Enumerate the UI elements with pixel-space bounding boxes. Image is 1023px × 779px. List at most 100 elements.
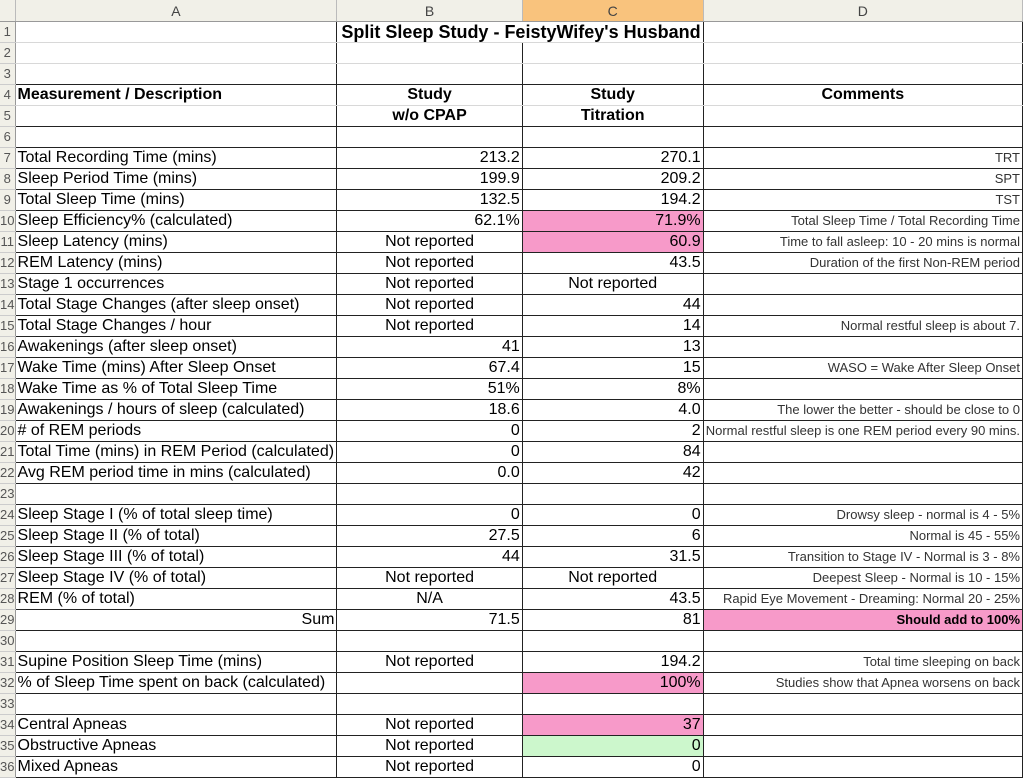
cell-b-without-cpap[interactable] <box>336 42 523 64</box>
cell-a-measurement[interactable]: REM Latency (mins) <box>15 252 338 274</box>
cell-c-titration[interactable] <box>522 483 704 505</box>
cell-d-comment[interactable] <box>703 273 1023 295</box>
cell-a-measurement[interactable] <box>15 693 338 715</box>
cell-d-comment[interactable]: Normal restful sleep is about 7. <box>703 315 1023 337</box>
cell-a-measurement[interactable]: Sleep Stage IV (% of total) <box>15 567 338 589</box>
row-header[interactable]: 19 <box>0 399 16 421</box>
row-header[interactable]: 11 <box>0 231 16 253</box>
cell-a-measurement[interactable]: Sleep Latency (mins) <box>15 231 338 253</box>
cell-b-without-cpap[interactable]: 0.0 <box>336 462 523 484</box>
cell-b-without-cpap[interactable]: Not reported <box>336 651 523 673</box>
cell-a-measurement[interactable]: Central Apneas <box>15 714 338 736</box>
cell-d-comment[interactable] <box>703 42 1023 64</box>
cell-a-measurement[interactable] <box>15 126 338 148</box>
cell-b-without-cpap[interactable] <box>336 672 523 694</box>
cell-a-measurement[interactable]: Stage 1 occurrences <box>15 273 338 295</box>
cell-c-titration[interactable]: 14 <box>522 315 704 337</box>
cell-a-measurement[interactable]: Sleep Efficiency% (calculated) <box>15 210 338 232</box>
cell-d-comment[interactable] <box>703 294 1023 316</box>
cell-b-without-cpap[interactable]: Not reported <box>336 273 523 295</box>
cell-c-titration[interactable]: 13 <box>522 336 704 358</box>
row-header[interactable]: 17 <box>0 357 16 379</box>
cell-b-without-cpap[interactable]: Not reported <box>336 567 523 589</box>
row-header[interactable]: 1 <box>0 21 16 43</box>
row-header[interactable]: 5 <box>0 105 16 127</box>
cell-c-titration[interactable]: 100% <box>522 672 704 694</box>
cell-b-without-cpap[interactable]: Not reported <box>336 231 523 253</box>
cell-c-titration[interactable]: 43.5 <box>522 252 704 274</box>
cell-d-comment[interactable]: Transition to Stage IV - Normal is 3 - 8… <box>703 546 1023 568</box>
cell-d-comment[interactable]: Rapid Eye Movement - Dreaming: Normal 20… <box>703 588 1023 610</box>
cell-a-measurement[interactable]: Awakenings (after sleep onset) <box>15 336 338 358</box>
cell-b-without-cpap[interactable]: 0 <box>336 420 523 442</box>
cell-b-without-cpap[interactable]: Not reported <box>336 756 523 778</box>
row-header[interactable]: 32 <box>0 672 16 694</box>
cell-a-measurement[interactable]: Total Recording Time (mins) <box>15 147 338 169</box>
cell-a-measurement[interactable] <box>15 63 338 85</box>
row-header[interactable]: 24 <box>0 504 16 526</box>
column-header-c[interactable]: C <box>522 0 704 22</box>
cell-a-measurement[interactable]: # of REM periods <box>15 420 338 442</box>
select-all-corner[interactable] <box>0 0 16 22</box>
cell-d-comment[interactable] <box>703 756 1023 778</box>
cell-d-comment[interactable] <box>703 630 1023 652</box>
cell-d-comment[interactable]: Deepest Sleep - Normal is 10 - 15% <box>703 567 1023 589</box>
cell-d-comment[interactable] <box>703 735 1023 757</box>
cell-b-without-cpap[interactable]: N/A <box>336 588 523 610</box>
cell-d-comment[interactable]: Studies show that Apnea worsens on back <box>703 672 1023 694</box>
row-header[interactable]: 4 <box>0 84 16 106</box>
row-header[interactable]: 15 <box>0 315 16 337</box>
cell-a-measurement[interactable]: Wake Time as % of Total Sleep Time <box>15 378 338 400</box>
cell-c-titration[interactable]: 37 <box>522 714 704 736</box>
cell-a-measurement[interactable]: Obstructive Apneas <box>15 735 338 757</box>
row-header[interactable]: 31 <box>0 651 16 673</box>
cell-b-without-cpap[interactable]: 0 <box>336 441 523 463</box>
cell-b-without-cpap[interactable]: 44 <box>336 546 523 568</box>
column-header-d[interactable]: D <box>703 0 1023 22</box>
row-header[interactable]: 25 <box>0 525 16 547</box>
sheet-title[interactable]: Split Sleep Study - FeistyWifey's Husban… <box>336 21 704 43</box>
cell-b-without-cpap[interactable]: Not reported <box>336 735 523 757</box>
cell-d-comment[interactable]: WASO = Wake After Sleep Onset <box>703 357 1023 379</box>
cell-d-comment[interactable] <box>703 462 1023 484</box>
cell-a-measurement[interactable]: Total Stage Changes (after sleep onset) <box>15 294 338 316</box>
row-header[interactable]: 36 <box>0 756 16 778</box>
cell-b-without-cpap[interactable]: Study <box>336 84 523 106</box>
cell-c-titration[interactable]: 0 <box>522 756 704 778</box>
row-header[interactable]: 20 <box>0 420 16 442</box>
row-header[interactable]: 21 <box>0 441 16 463</box>
cell-b-without-cpap[interactable]: 71.5 <box>336 609 523 631</box>
cell-c-titration[interactable]: 4.0 <box>522 399 704 421</box>
cell-b-without-cpap[interactable]: 51% <box>336 378 523 400</box>
row-header[interactable]: 30 <box>0 630 16 652</box>
cell-b-without-cpap[interactable] <box>336 126 523 148</box>
cell-c-titration[interactable]: 44 <box>522 294 704 316</box>
cell-c-titration[interactable]: 42 <box>522 462 704 484</box>
cell-c-titration[interactable] <box>522 630 704 652</box>
cell-a-measurement[interactable] <box>15 21 338 43</box>
cell-c-titration[interactable] <box>522 42 704 64</box>
cell-d-comment[interactable] <box>703 714 1023 736</box>
cell-b-without-cpap[interactable]: 41 <box>336 336 523 358</box>
cell-a-measurement[interactable]: REM (% of total) <box>15 588 338 610</box>
cell-d-comment[interactable] <box>703 63 1023 85</box>
cell-d-comment[interactable]: Total Sleep Time / Total Recording Time <box>703 210 1023 232</box>
row-header[interactable]: 3 <box>0 63 16 85</box>
cell-d-comment[interactable]: Drowsy sleep - normal is 4 - 5% <box>703 504 1023 526</box>
cell-a-measurement[interactable]: Wake Time (mins) After Sleep Onset <box>15 357 338 379</box>
cell-d-comment[interactable] <box>703 126 1023 148</box>
cell-a-measurement[interactable]: Sleep Period Time (mins) <box>15 168 338 190</box>
cell-a-measurement[interactable]: Total Sleep Time (mins) <box>15 189 338 211</box>
cell-a-measurement[interactable]: Supine Position Sleep Time (mins) <box>15 651 338 673</box>
cell-c-titration[interactable]: 60.9 <box>522 231 704 253</box>
cell-d-comment[interactable] <box>703 105 1023 127</box>
column-header-a[interactable]: A <box>15 0 338 22</box>
cell-b-without-cpap[interactable] <box>336 63 523 85</box>
cell-b-without-cpap[interactable] <box>336 630 523 652</box>
cell-a-measurement[interactable]: Total Time (mins) in REM Period (calcula… <box>15 441 338 463</box>
cell-c-titration[interactable] <box>522 126 704 148</box>
cell-a-measurement[interactable]: Total Stage Changes / hour <box>15 315 338 337</box>
row-header[interactable]: 16 <box>0 336 16 358</box>
row-header[interactable]: 34 <box>0 714 16 736</box>
cell-d-comment[interactable]: SPT <box>703 168 1023 190</box>
